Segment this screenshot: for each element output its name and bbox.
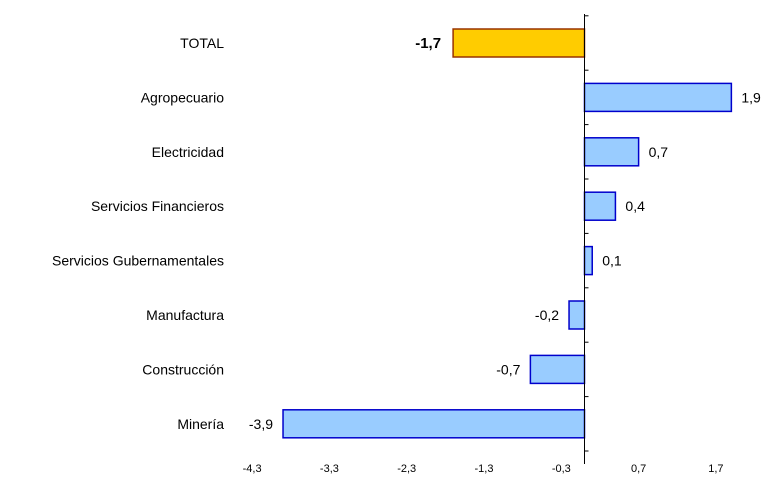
x-tick-label: -2,3 <box>397 463 416 475</box>
value-label: -1,7 <box>415 35 441 52</box>
bar-servicios-gubernamentales <box>583 245 593 276</box>
value-label: -0,7 <box>496 361 520 377</box>
bar-total <box>452 28 586 58</box>
x-tick-label: -4,3 <box>243 463 262 475</box>
bar-electricidad <box>583 137 640 167</box>
category-label: Servicios Gubernamentales <box>52 253 224 269</box>
bar-construcción <box>529 354 586 385</box>
value-label: 0,7 <box>649 144 669 160</box>
x-tick-label: 0,7 <box>631 463 646 475</box>
bar-servicios-financieros <box>583 191 617 221</box>
labels-layer: -4,3 -3,3 -2,3 -1,3 -0,3 0,7 1,7 TOTAL -1,7 Agrop… <box>52 35 761 475</box>
category-label: Agropecuario <box>141 89 224 105</box>
axis-layer <box>584 14 589 464</box>
bars-layer <box>282 28 733 439</box>
category-label: Construcción <box>142 361 224 377</box>
value-label: 0,1 <box>602 253 622 269</box>
category-label: Minería <box>177 416 224 432</box>
x-tick-label: -3,3 <box>320 463 339 475</box>
x-tick-label: -0,3 <box>552 463 571 475</box>
category-label: Servicios Financieros <box>91 198 224 214</box>
value-label: 1,9 <box>741 89 761 105</box>
bar-minería <box>282 409 586 439</box>
value-label: -0,2 <box>535 307 559 323</box>
x-tick-label: 1,7 <box>708 463 723 475</box>
category-label: TOTAL <box>180 35 224 51</box>
category-label: Electricidad <box>152 144 224 160</box>
bar-manufactura <box>568 300 586 330</box>
value-label: 0,4 <box>625 198 645 214</box>
value-label: -3,9 <box>249 416 273 432</box>
x-tick-label: -1,3 <box>475 463 494 475</box>
category-label: Manufactura <box>146 307 224 323</box>
bar-agropecuario <box>583 82 733 113</box>
